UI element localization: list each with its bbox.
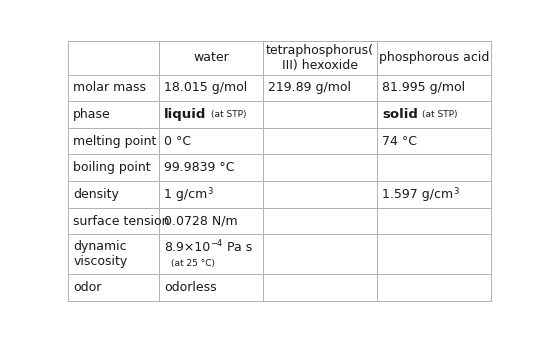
- Text: −4: −4: [211, 239, 223, 248]
- Text: 18.015 g/mol: 18.015 g/mol: [164, 81, 247, 95]
- Text: liquid: liquid: [164, 108, 207, 121]
- Text: 219.89 g/mol: 219.89 g/mol: [268, 81, 351, 95]
- Text: phosphorous acid: phosphorous acid: [379, 51, 489, 64]
- Text: molar mass: molar mass: [73, 81, 146, 95]
- Text: 8.9×10: 8.9×10: [164, 241, 211, 254]
- Text: 1 g/cm: 1 g/cm: [164, 188, 207, 201]
- Text: (at STP): (at STP): [422, 110, 458, 119]
- Text: odor: odor: [73, 281, 102, 294]
- Text: solid: solid: [382, 108, 418, 121]
- Text: (at 25 °C): (at 25 °C): [171, 259, 215, 268]
- Text: 0.0728 N/m: 0.0728 N/m: [164, 215, 238, 227]
- Text: 1.597 g/cm: 1.597 g/cm: [382, 188, 453, 201]
- Text: odorless: odorless: [164, 281, 217, 294]
- Text: Pa s: Pa s: [223, 241, 252, 254]
- Text: 3: 3: [207, 187, 213, 196]
- Text: dynamic
viscosity: dynamic viscosity: [73, 240, 128, 268]
- Text: 0 °C: 0 °C: [164, 135, 192, 148]
- Text: water: water: [193, 51, 229, 64]
- Text: surface tension: surface tension: [73, 215, 170, 227]
- Text: 99.9839 °C: 99.9839 °C: [164, 161, 235, 174]
- Text: phase: phase: [73, 108, 111, 121]
- Text: boiling point: boiling point: [73, 161, 151, 174]
- Text: tetraphosphorus(
III) hexoxide: tetraphosphorus( III) hexoxide: [266, 44, 374, 72]
- Text: (at STP): (at STP): [211, 110, 246, 119]
- Text: 74 °C: 74 °C: [382, 135, 417, 148]
- Text: 81.995 g/mol: 81.995 g/mol: [382, 81, 465, 95]
- Text: density: density: [73, 188, 119, 201]
- Text: 3: 3: [453, 187, 459, 196]
- Text: melting point: melting point: [73, 135, 157, 148]
